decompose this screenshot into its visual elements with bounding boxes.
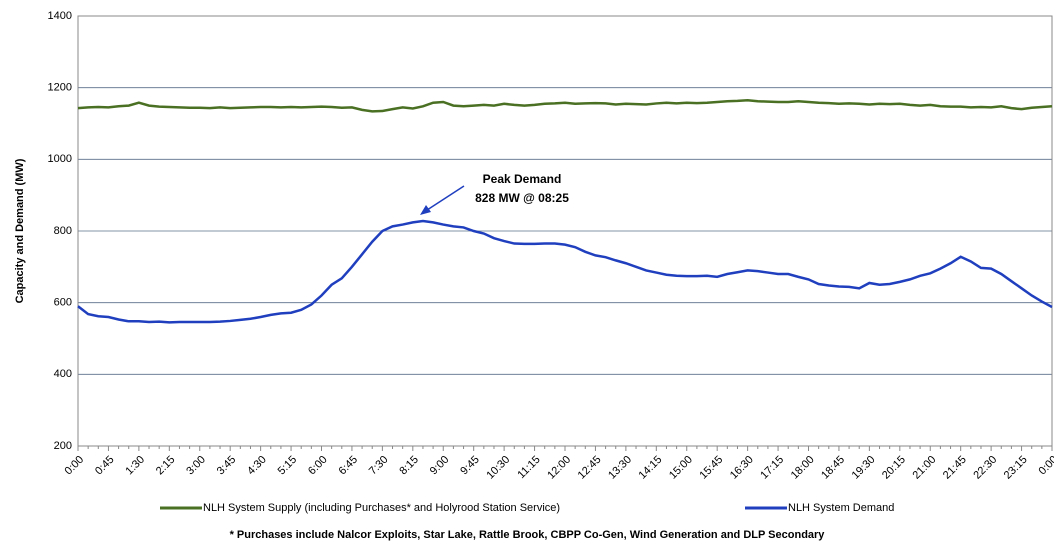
x-tick-label: 21:00: [910, 454, 938, 482]
x-tick-label: 8:15: [397, 454, 421, 478]
x-tick-label: 12:00: [545, 454, 573, 482]
legend-label: NLH System Supply (including Purchases* …: [203, 502, 560, 514]
x-tick-label: 0:00: [1037, 454, 1054, 478]
y-tick-label: 200: [54, 440, 72, 452]
legend-label: NLH System Demand: [788, 502, 894, 514]
x-tick-label: 4:30: [245, 454, 269, 478]
x-tick-label: 15:45: [697, 454, 725, 482]
x-tick-label: 2:15: [154, 454, 178, 478]
y-tick-label: 800: [54, 225, 72, 237]
x-tick-label: 11:15: [515, 454, 542, 481]
y-axis-label: Capacity and Demand (MW): [14, 158, 26, 303]
x-tick-label: 5:15: [276, 454, 300, 478]
x-tick-label: 9:45: [458, 454, 482, 478]
x-tick-label: 6:00: [306, 454, 330, 478]
x-tick-label: 3:00: [184, 454, 208, 478]
annotation-arrowhead: [420, 205, 431, 215]
x-tick-label: 6:45: [336, 454, 360, 478]
y-tick-label: 600: [54, 297, 72, 309]
x-tick-label: 7:30: [367, 454, 391, 478]
x-tick-label: 18:00: [789, 454, 817, 482]
y-tick-label: 1400: [48, 10, 72, 22]
x-tick-label: 16:30: [728, 454, 756, 482]
footnote: * Purchases include Nalcor Exploits, Sta…: [230, 529, 826, 541]
x-tick-label: 3:45: [215, 454, 239, 478]
series-line: [77, 98, 1053, 113]
y-tick-label: 1200: [48, 82, 72, 94]
x-tick-label: 22:30: [971, 454, 999, 482]
x-tick-label: 20:15: [880, 454, 908, 482]
x-tick-label: 1:30: [123, 454, 147, 478]
annotation: Peak Demand: [483, 172, 562, 186]
x-tick-label: 0:00: [63, 454, 87, 478]
x-tick-label: 10:30: [484, 454, 512, 482]
annotation: 828 MW @ 08:25: [475, 191, 569, 205]
y-tick-label: 1000: [48, 153, 72, 165]
x-tick-label: 15:00: [667, 454, 695, 482]
x-tick-label: 18:45: [819, 454, 847, 482]
annotation-arrow: [423, 185, 465, 213]
series-line: [77, 219, 1053, 324]
x-tick-label: 0:45: [93, 454, 117, 478]
x-tick-label: 17:15: [758, 454, 786, 482]
y-tick-label: 400: [54, 368, 72, 380]
x-tick-label: 19:30: [850, 454, 878, 482]
x-tick-label: 13:30: [606, 454, 634, 482]
x-tick-label: 9:00: [428, 454, 452, 478]
x-tick-label: 12:45: [576, 454, 604, 482]
x-tick-label: 21:45: [941, 454, 969, 482]
x-tick-label: 14:15: [637, 454, 665, 482]
x-tick-label: 23:15: [1002, 454, 1030, 482]
